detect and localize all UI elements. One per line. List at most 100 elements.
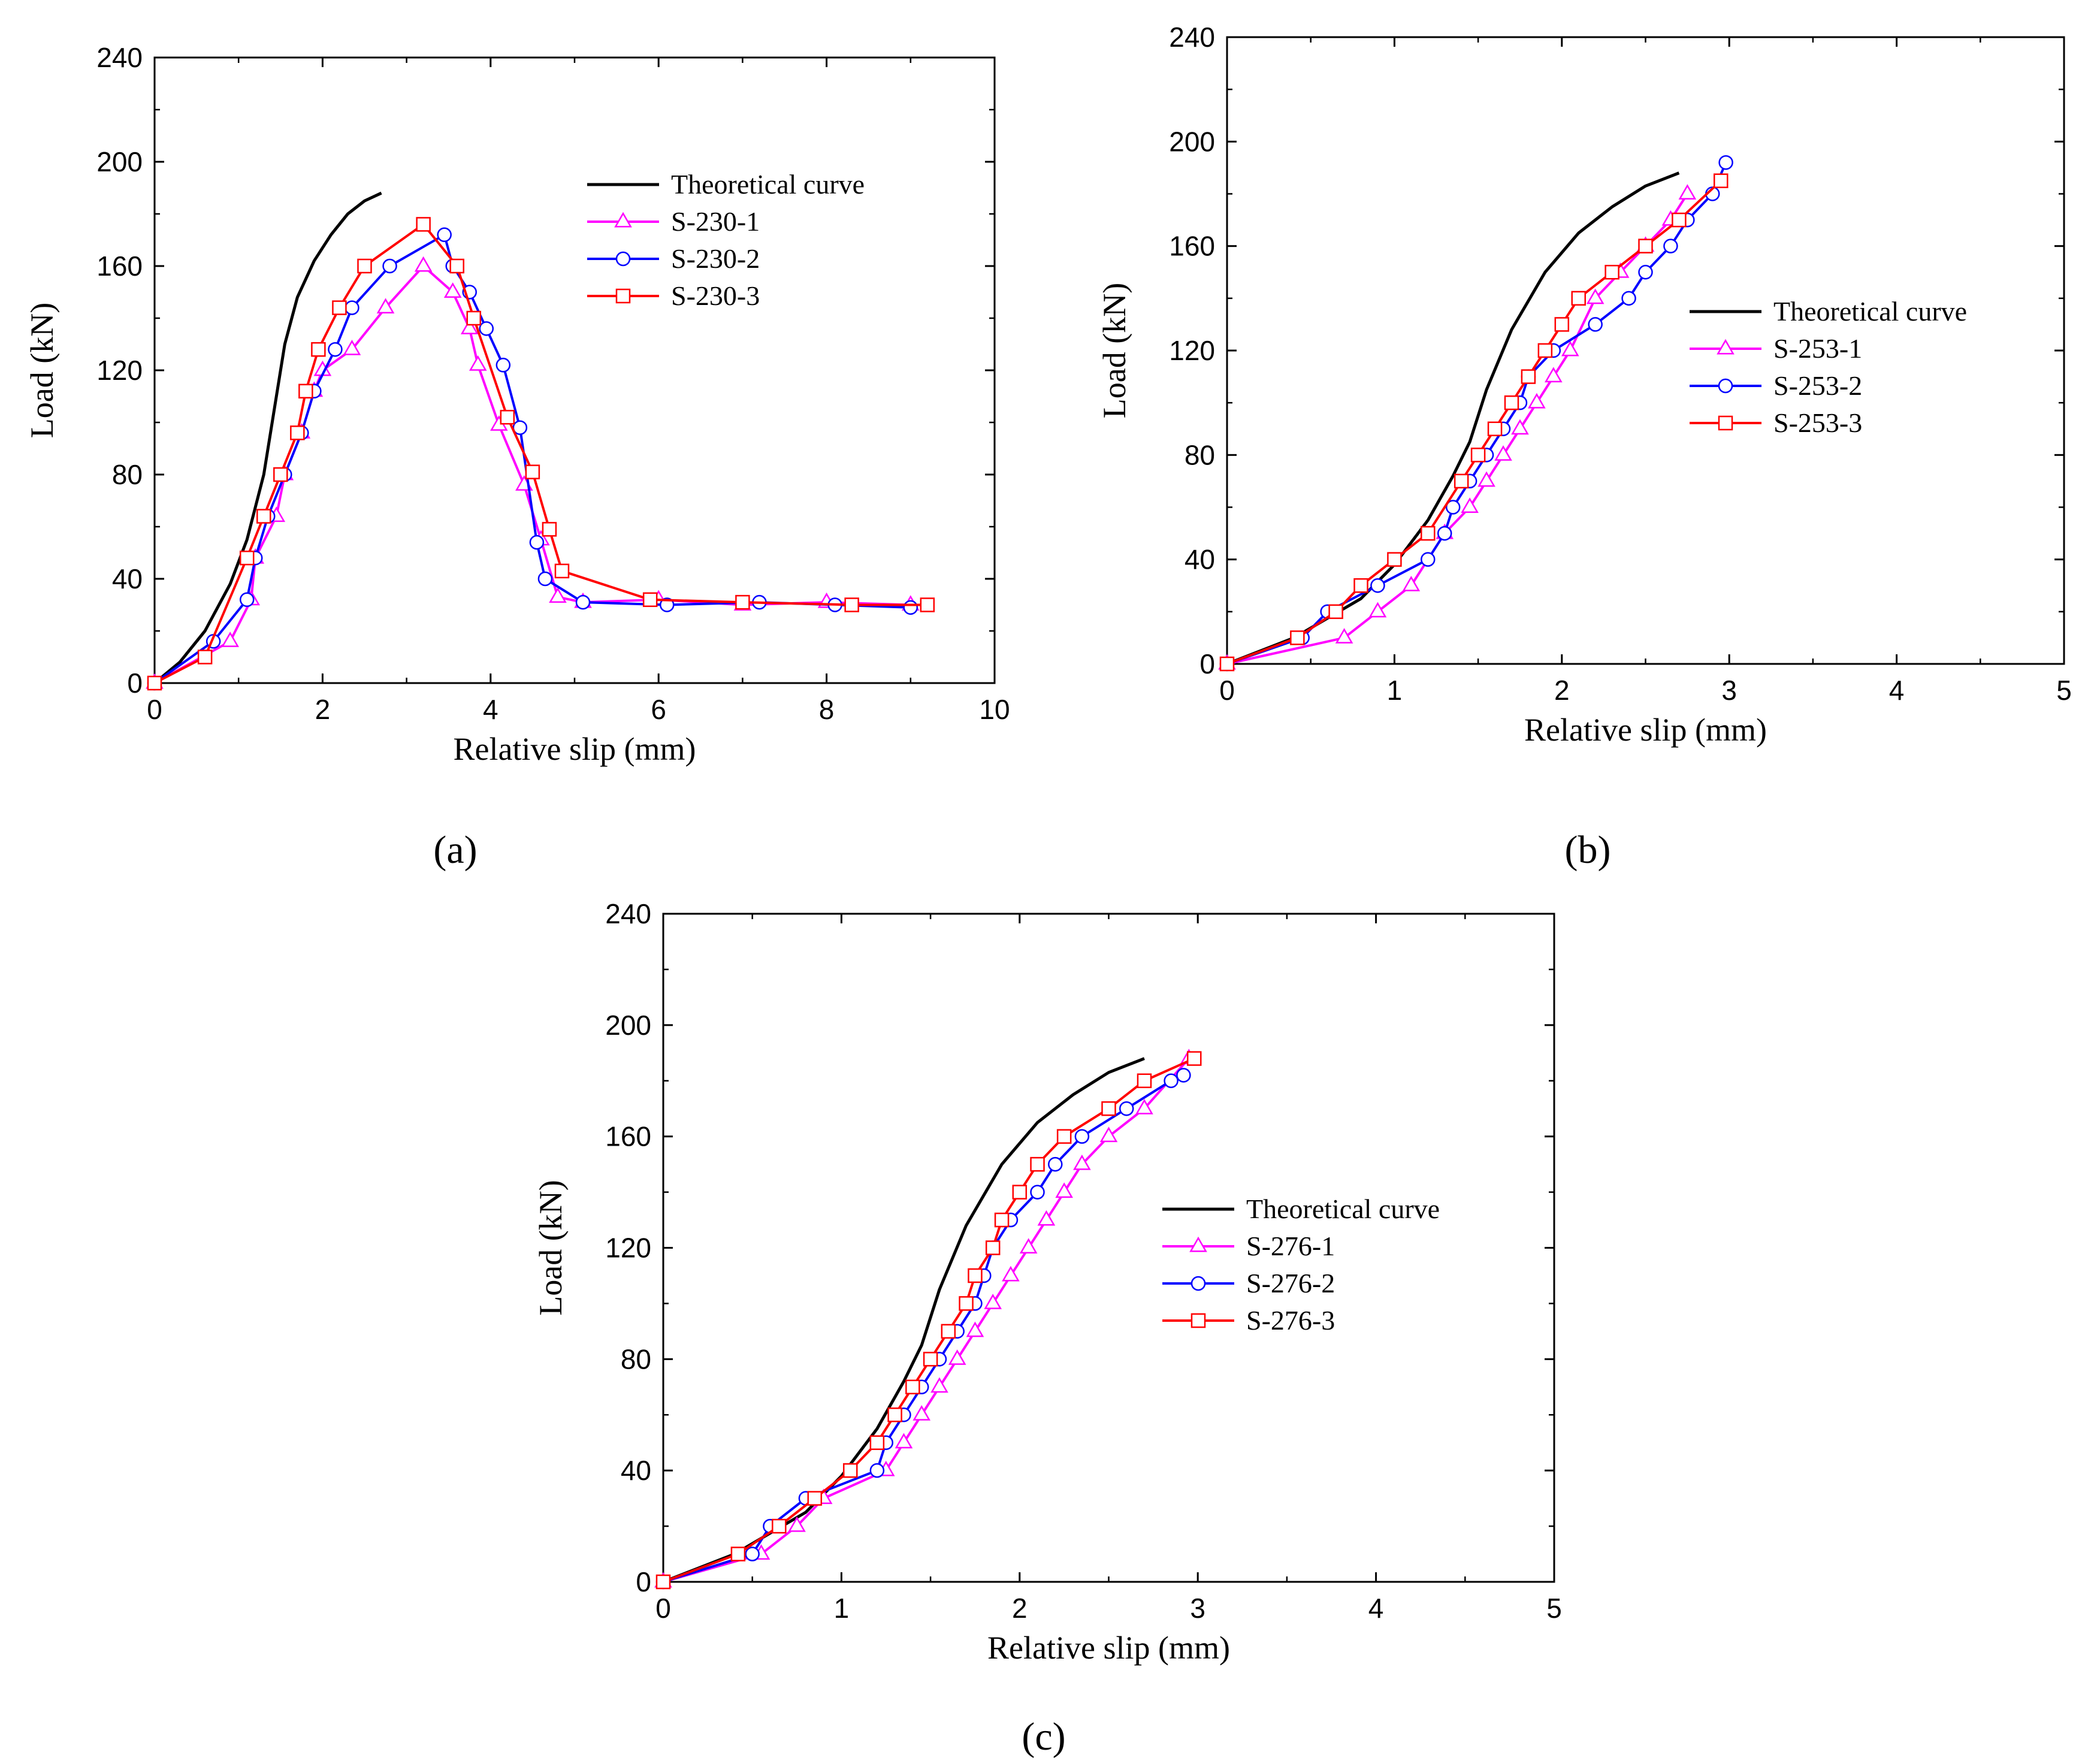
x-axis-title: Relative slip (mm) xyxy=(987,1630,1230,1666)
series-2 xyxy=(147,227,918,691)
data-point xyxy=(1588,317,1603,332)
data-point xyxy=(1494,445,1512,461)
series-line xyxy=(154,223,927,684)
series-line xyxy=(153,191,382,684)
series-line xyxy=(663,1074,1185,1583)
legend: Theoretical curve S-230-1 S-230-2 S-230-3 xyxy=(587,169,865,311)
x-tick-label: 4 xyxy=(1889,675,1905,706)
x-tick-label: 4 xyxy=(1368,1593,1384,1624)
data-point xyxy=(542,522,557,537)
data-point xyxy=(1335,628,1353,644)
legend-label: Theoretical curve xyxy=(1246,1194,1440,1224)
x-tick-label: 5 xyxy=(1546,1593,1562,1624)
y-tick-label: 40 xyxy=(112,563,143,594)
data-point xyxy=(903,600,918,615)
data-point xyxy=(1030,1185,1045,1200)
series-3 xyxy=(1219,173,1729,672)
data-point xyxy=(345,300,359,315)
data-point xyxy=(1402,575,1421,591)
data-point xyxy=(1487,421,1503,436)
data-point xyxy=(966,1321,984,1337)
x-tick-label: 2 xyxy=(1012,1593,1028,1624)
series-line xyxy=(1226,171,1680,666)
data-point xyxy=(1176,1068,1191,1083)
data-point xyxy=(1164,1073,1179,1088)
data-point xyxy=(1187,1051,1202,1066)
chart-panel-2: 0 1 2 3 4 5 0 40 80 120 160 200 240 Relative slip (mm… xyxy=(1096,22,2072,872)
legend-marker xyxy=(1718,378,1733,394)
x-tick-label: 2 xyxy=(315,694,331,725)
data-point xyxy=(985,1240,1001,1255)
data-point xyxy=(1521,369,1536,384)
data-point xyxy=(772,1518,787,1534)
data-point xyxy=(1119,1101,1134,1116)
data-point xyxy=(745,1546,760,1561)
data-point xyxy=(912,1404,931,1421)
data-point xyxy=(1290,630,1305,645)
y-tick-label: 240 xyxy=(96,42,143,73)
data-point xyxy=(1019,1238,1038,1253)
panel-label: (b) xyxy=(1565,828,1611,872)
data-point xyxy=(500,410,515,425)
data-point xyxy=(1571,291,1586,306)
data-point xyxy=(1511,419,1529,435)
data-point xyxy=(887,1407,902,1422)
series-0 xyxy=(663,1057,1145,1584)
chart-panel-3: 0 1 2 3 4 5 0 40 80 120 160 200 240 Relative slip (mm… xyxy=(533,898,1562,1759)
data-point xyxy=(1056,1129,1072,1144)
data-point xyxy=(1437,525,1452,541)
data-point xyxy=(147,675,162,691)
data-point xyxy=(655,1574,671,1590)
data-point xyxy=(437,227,452,243)
data-point xyxy=(1713,173,1729,188)
data-point xyxy=(1678,184,1697,200)
data-point xyxy=(343,339,361,355)
y-axis-title: Load (kN) xyxy=(533,1180,569,1315)
series-line xyxy=(1226,162,1727,665)
panel-label: (c) xyxy=(1022,1715,1065,1759)
series-3 xyxy=(655,1051,1202,1590)
data-point xyxy=(1074,1129,1090,1144)
data-point xyxy=(1545,367,1563,383)
data-point xyxy=(844,597,859,612)
legend-label: S-276-1 xyxy=(1246,1231,1335,1261)
legend-marker xyxy=(615,288,631,304)
series-1 xyxy=(654,1049,1198,1588)
data-point xyxy=(1048,1156,1063,1172)
plot-frame xyxy=(662,913,1555,1583)
x-tick-label: 1 xyxy=(834,1593,850,1624)
y-tick-label: 40 xyxy=(1185,544,1215,575)
data-point xyxy=(1101,1101,1116,1116)
legend-marker xyxy=(1189,1236,1207,1252)
y-tick-label: 240 xyxy=(605,898,651,929)
x-tick-label: 4 xyxy=(483,694,498,725)
data-point xyxy=(807,1491,823,1506)
x-axis-title: Relative slip (mm) xyxy=(1524,712,1767,748)
legend: Theoretical curve S-253-1 S-253-2 S-253-3 xyxy=(1690,296,1967,438)
y-tick-label: 120 xyxy=(1169,335,1215,366)
legend-label: S-230-1 xyxy=(671,206,760,237)
data-point xyxy=(869,1435,885,1450)
data-point xyxy=(730,1546,746,1561)
data-point xyxy=(1219,656,1235,672)
series-2 xyxy=(655,1068,1191,1590)
legend-marker xyxy=(1718,415,1733,431)
data-point xyxy=(1528,392,1546,409)
series-3 xyxy=(147,217,935,691)
data-point xyxy=(1030,1156,1045,1172)
data-point xyxy=(659,597,675,612)
y-tick-label: 200 xyxy=(96,146,143,177)
data-point xyxy=(895,1433,913,1449)
data-point xyxy=(298,383,313,399)
y-tick-label: 0 xyxy=(1199,648,1215,679)
y-tick-label: 0 xyxy=(127,667,143,699)
data-point xyxy=(1638,265,1653,280)
legend-marker xyxy=(1717,339,1735,355)
data-point xyxy=(357,258,372,274)
x-tick-label: 1 xyxy=(1387,675,1403,706)
data-point xyxy=(290,425,305,440)
legend-label: S-230-2 xyxy=(671,243,760,274)
data-point xyxy=(1621,291,1636,306)
data-point xyxy=(948,1349,966,1365)
